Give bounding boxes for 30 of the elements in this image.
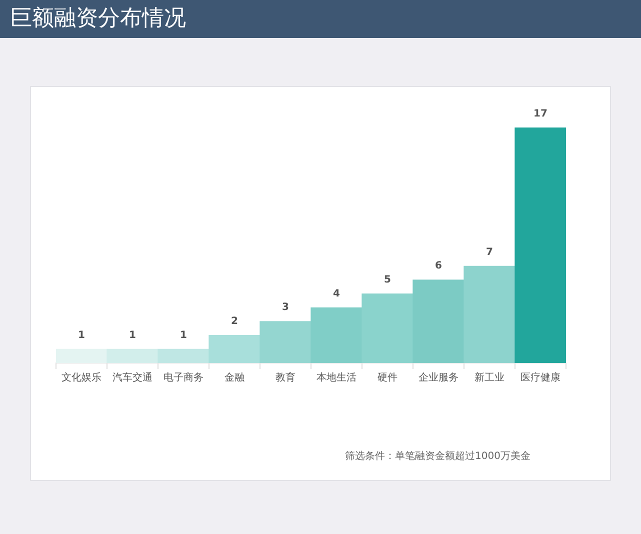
x-tick-label: 新工业: [474, 372, 504, 384]
bar: [260, 321, 312, 363]
data-label: 2: [231, 316, 238, 327]
x-tick-label: 医疗健康: [520, 372, 560, 384]
data-label: 3: [282, 302, 290, 314]
x-tick-label: 硬件: [378, 372, 398, 384]
bar: [106, 348, 158, 363]
chart-title: 巨额融资分布情况: [10, 5, 186, 33]
data-label: 6: [435, 260, 442, 272]
bar: [56, 348, 108, 363]
x-tick-label: 教育: [276, 372, 296, 384]
bar: [158, 348, 210, 363]
x-tick-label: 电子商务: [164, 372, 204, 384]
data-label: 1: [180, 330, 188, 341]
x-tick-label: 本地生活: [316, 372, 356, 384]
text: 筛选条件：单笔融资金额超过1000万美金: [345, 450, 530, 464]
bar: [464, 266, 516, 363]
data-label: 1: [78, 330, 86, 341]
data-label: 4: [333, 288, 340, 300]
data-label: 1: [129, 330, 136, 341]
data-label: 17: [534, 108, 548, 120]
x-tick-label: 文化娱乐: [62, 372, 102, 384]
bar: [412, 280, 464, 363]
x-tick-label: 汽车交通: [112, 372, 152, 384]
bar: [514, 128, 566, 363]
x-tick-label: 金融: [224, 372, 244, 384]
bar: [208, 335, 260, 363]
data-label: 5: [384, 274, 392, 286]
data-label: 7: [486, 246, 494, 258]
x-tick-label: 企业服务: [418, 372, 458, 384]
